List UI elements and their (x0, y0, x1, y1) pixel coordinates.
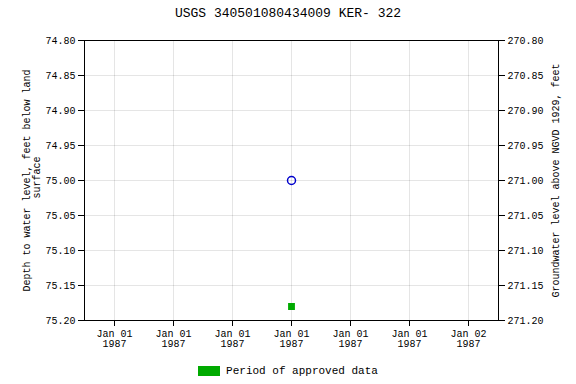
svg-text:Jan 011987: Jan 011987 (96, 329, 132, 350)
svg-text:271.15: 271.15 (508, 281, 544, 292)
svg-text:75.15: 75.15 (45, 281, 75, 292)
svg-text:Groundwater level above NGVD 1: Groundwater level above NGVD 1929, feet (551, 63, 562, 297)
svg-text:75.10: 75.10 (45, 246, 75, 257)
svg-text:75.00: 75.00 (45, 176, 75, 187)
svg-text:271.10: 271.10 (508, 246, 544, 257)
svg-text:271.05: 271.05 (508, 211, 544, 222)
svg-text:271.00: 271.00 (508, 176, 544, 187)
svg-text:270.95: 270.95 (508, 141, 544, 152)
svg-text:270.85: 270.85 (508, 71, 544, 82)
html-text:USGS 340501080434009 KER- 322: USGS 340501080434009 KER- 322 (174, 6, 402, 21)
svg-text:271.20: 271.20 (508, 316, 544, 327)
svg-text:74.85: 74.85 (45, 71, 75, 82)
svg-text:Depth to water level, feet bel: Depth to water level, feet below land su… (22, 69, 43, 291)
svg-text:Jan 011987: Jan 011987 (273, 329, 309, 350)
svg-text:270.90: 270.90 (508, 106, 544, 117)
svg-text:74.90: 74.90 (45, 106, 75, 117)
svg-text:Jan 011987: Jan 011987 (391, 329, 427, 350)
svg-text:Jan 011987: Jan 011987 (155, 329, 191, 350)
svg-text:75.20: 75.20 (45, 316, 75, 327)
html-text:Period of approved data: Period of approved data (226, 365, 378, 377)
svg-text:270.80: 270.80 (508, 36, 544, 47)
svg-text:75.05: 75.05 (45, 211, 75, 222)
svg-text:74.95: 74.95 (45, 141, 75, 152)
svg-text:Jan 021987: Jan 021987 (450, 329, 486, 350)
svg-text:74.80: 74.80 (45, 36, 75, 47)
svg-text:Jan 011987: Jan 011987 (214, 329, 250, 350)
svg-text:Jan 011987: Jan 011987 (332, 329, 368, 350)
